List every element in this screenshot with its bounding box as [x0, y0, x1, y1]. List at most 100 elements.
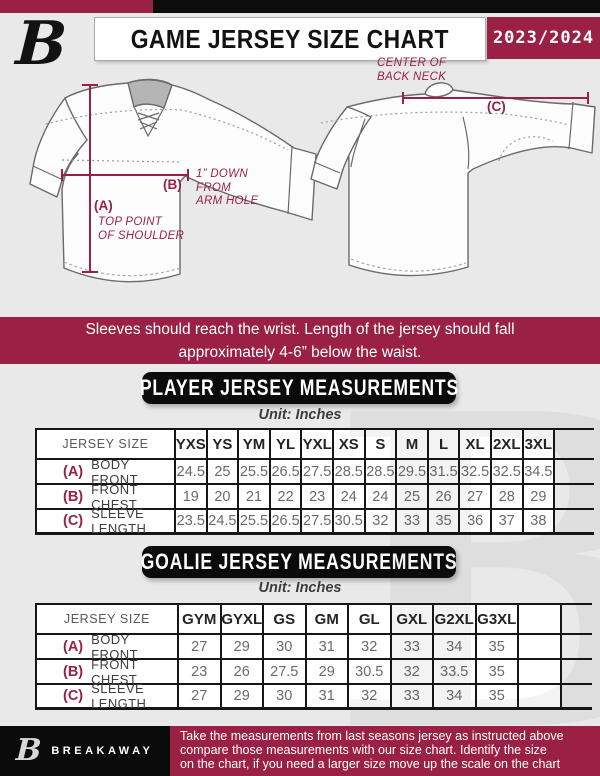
- value-cell: 29: [523, 485, 556, 510]
- jersey-back-body: [346, 89, 596, 277]
- value-cell: 30: [264, 635, 307, 660]
- note-b: 1” DOWN FROM ARM HOLE: [196, 168, 259, 207]
- value-cell: 25.5: [239, 460, 271, 485]
- jersey-front-illustration: [29, 78, 317, 283]
- value-cell: 36: [460, 510, 492, 535]
- column-header-cell: GYXL: [221, 605, 264, 635]
- row-key: (C): [63, 513, 84, 529]
- table-tail-cell: [555, 510, 595, 535]
- value-cell: 30: [264, 685, 307, 710]
- column-header-cell: GYM: [179, 605, 222, 635]
- back-collar: [424, 82, 454, 98]
- value-cell: 24.5: [176, 460, 208, 485]
- value-cell: 28.5: [333, 460, 366, 485]
- value-cell: 29: [221, 635, 264, 660]
- table-tail-cell: [555, 460, 595, 485]
- back-cuff-seam: [568, 101, 574, 150]
- value-cell: 26.5: [270, 510, 303, 535]
- fit-notice-banner: Sleeves should reach the wrist. Length o…: [0, 317, 600, 364]
- top-strip-black: [153, 0, 600, 13]
- value-cell: 31: [306, 635, 349, 660]
- value-cell: 33: [391, 635, 434, 660]
- column-header-cell: GL: [349, 605, 392, 635]
- table-tail-cell: [555, 485, 595, 510]
- season-badge: 2023/2024: [487, 17, 600, 59]
- row-key: (A): [63, 463, 84, 480]
- value-cell: 27: [179, 685, 222, 710]
- player-section-title-text: PLAYER JERSEY MEASUREMENTS: [139, 375, 459, 400]
- note-c: CENTER OF BACK NECK: [377, 57, 447, 83]
- value-cell: 32: [391, 660, 434, 685]
- value-cell: 30.5: [349, 660, 392, 685]
- measurement-line-b: [61, 169, 189, 181]
- size-header-cell: JERSEY SIZE: [37, 605, 179, 635]
- value-cell: 32: [365, 510, 398, 535]
- value-cell: 19: [176, 485, 208, 510]
- column-header-cell: S: [365, 430, 398, 460]
- row-measure-label: SLEEVE LENGTH: [91, 681, 147, 711]
- value-cell: 22: [270, 485, 303, 510]
- column-header-cell: G3XL: [476, 605, 519, 635]
- front-collar: [127, 79, 173, 109]
- empty-header-cell: [519, 605, 562, 635]
- value-cell: 29.5: [397, 460, 429, 485]
- value-cell: 35: [476, 660, 519, 685]
- player-size-table: JERSEY SIZE YXS YS YM YL YXL XS S M L XL 2XL 3XL (A) B…: [35, 428, 595, 536]
- empty-cell: [519, 660, 562, 685]
- value-cell: 27.5: [302, 460, 334, 485]
- empty-cell: [519, 635, 562, 660]
- front-hem-stitch: [63, 261, 181, 277]
- value-cell: 33: [397, 510, 429, 535]
- value-cell: 29: [221, 685, 264, 710]
- row-measure-label: FRONT CHEST: [91, 481, 138, 512]
- row-key: (B): [63, 488, 84, 505]
- value-cell: 28.5: [365, 460, 398, 485]
- value-cell: 31.5: [428, 460, 461, 485]
- row-key: (A): [63, 638, 84, 655]
- value-cell: 23.5: [176, 510, 208, 535]
- value-cell: 33: [391, 685, 434, 710]
- value-cell: 31: [306, 685, 349, 710]
- front-left-cuff-seam: [32, 165, 62, 180]
- footer-instructions-text: Take the measurements from last seasons …: [180, 729, 564, 771]
- value-cell: 27.5: [302, 510, 334, 535]
- footer-instructions-block: Take the measurements from last seasons …: [170, 726, 600, 776]
- label-b: (B): [163, 177, 182, 192]
- value-cell: 26: [428, 485, 461, 510]
- value-cell: 34.5: [523, 460, 556, 485]
- footer-brand-block: B BREAKAWAY: [0, 726, 170, 776]
- value-cell: 25: [207, 460, 240, 485]
- front-placket: [133, 106, 165, 138]
- back-raglan-seams: [350, 116, 470, 170]
- row-label-cell: (C) SLEEVE LENGTH: [37, 681, 179, 711]
- front-laces: [137, 112, 160, 130]
- value-cell: 26: [221, 660, 264, 685]
- goalie-unit-label: Unit: Inches: [258, 580, 342, 596]
- value-cell: 24: [333, 485, 366, 510]
- column-header-cell: L: [428, 430, 461, 460]
- value-cell: 33.5: [434, 660, 477, 685]
- value-cell: 26.5: [270, 460, 303, 485]
- fit-notice-text: Sleeves should reach the wrist. Length o…: [85, 320, 515, 361]
- value-cell: 28: [491, 485, 524, 510]
- column-header-cell: 2XL: [491, 430, 524, 460]
- column-header-cell: 3XL: [523, 430, 556, 460]
- back-hem-stitch: [350, 258, 467, 272]
- value-cell: 24: [365, 485, 398, 510]
- value-cell: 23: [179, 660, 222, 685]
- goalie-size-table: JERSEY SIZE GYM GYXL GS GM GL GXL G2XL G3XL (A) BO…: [35, 603, 592, 711]
- column-header-cell: M: [397, 430, 429, 460]
- table-tail-cell: [562, 685, 592, 710]
- column-header-cell: YXS: [176, 430, 208, 460]
- column-header-cell: G2XL: [434, 605, 477, 635]
- row-label-cell: (A) BODY FRONT: [37, 457, 176, 487]
- jersey-back-left-arm: [310, 106, 372, 190]
- row-key: (C): [63, 688, 84, 704]
- value-cell: 23: [302, 485, 334, 510]
- column-header-cell: YS: [207, 430, 240, 460]
- back-elbow-seam: [498, 136, 554, 162]
- front-cuff-seam: [287, 145, 293, 215]
- value-cell: 32.5: [491, 460, 524, 485]
- goalie-section-title: GOALIE JERSEY MEASUREMENTS: [141, 546, 457, 578]
- table-tail-cell: [562, 660, 592, 685]
